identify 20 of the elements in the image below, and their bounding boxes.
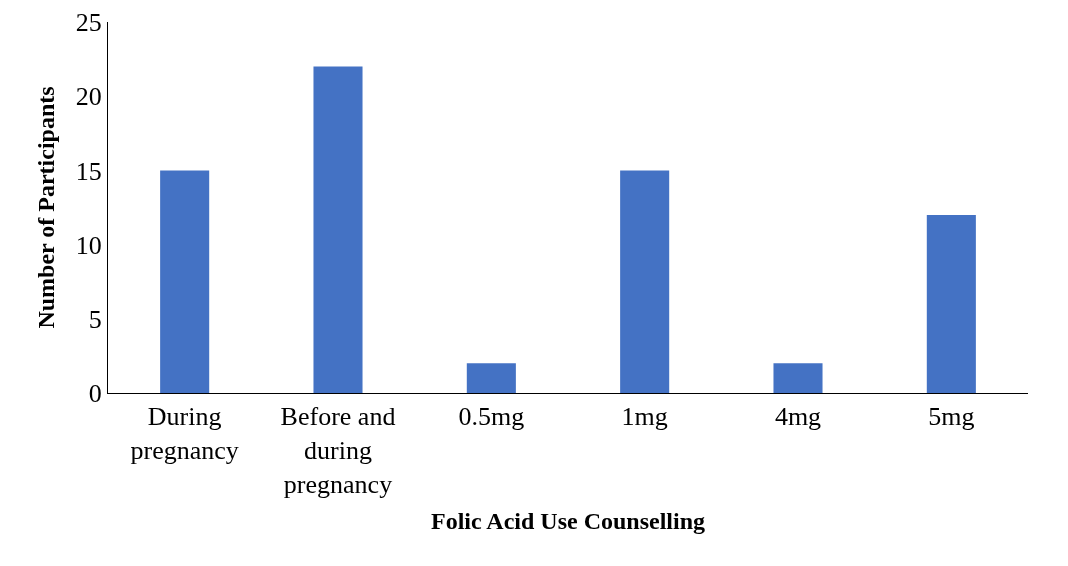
x-tick-label: 1mg (621, 402, 668, 432)
y-tick-label: 25 (75, 8, 102, 38)
y-tick-label: 15 (75, 156, 102, 186)
bar (466, 363, 516, 393)
bar (160, 170, 210, 393)
y-tick-label: 20 (75, 82, 102, 112)
bar (773, 363, 823, 393)
bar (620, 170, 670, 393)
x-tick-label: Before and during pregnancy (280, 402, 396, 499)
y-axis-title: Number of Participants (32, 86, 59, 329)
y-tick-label: 5 (88, 304, 102, 334)
bar (313, 66, 363, 393)
x-tick-label: 5mg (928, 402, 975, 432)
y-tick-label: 10 (75, 230, 102, 260)
x-axis-title: Folic Acid Use Counselling (430, 508, 706, 535)
x-tick-label: 0.5mg (458, 402, 525, 432)
bar (926, 214, 976, 393)
x-tick-label: During pregnancy (130, 402, 239, 465)
y-tick-label: 0 (88, 379, 102, 409)
x-tick-label: 4mg (774, 402, 822, 432)
